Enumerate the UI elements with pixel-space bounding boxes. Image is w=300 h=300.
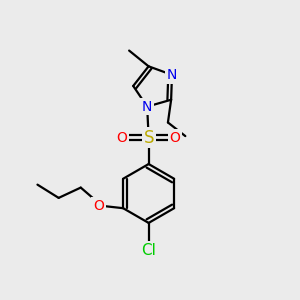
Text: Cl: Cl [141,243,156,258]
Text: O: O [117,130,128,145]
Text: N: N [142,100,152,114]
Text: S: S [143,128,154,146]
Text: N: N [167,68,177,82]
Text: O: O [93,199,104,213]
Text: O: O [170,130,181,145]
